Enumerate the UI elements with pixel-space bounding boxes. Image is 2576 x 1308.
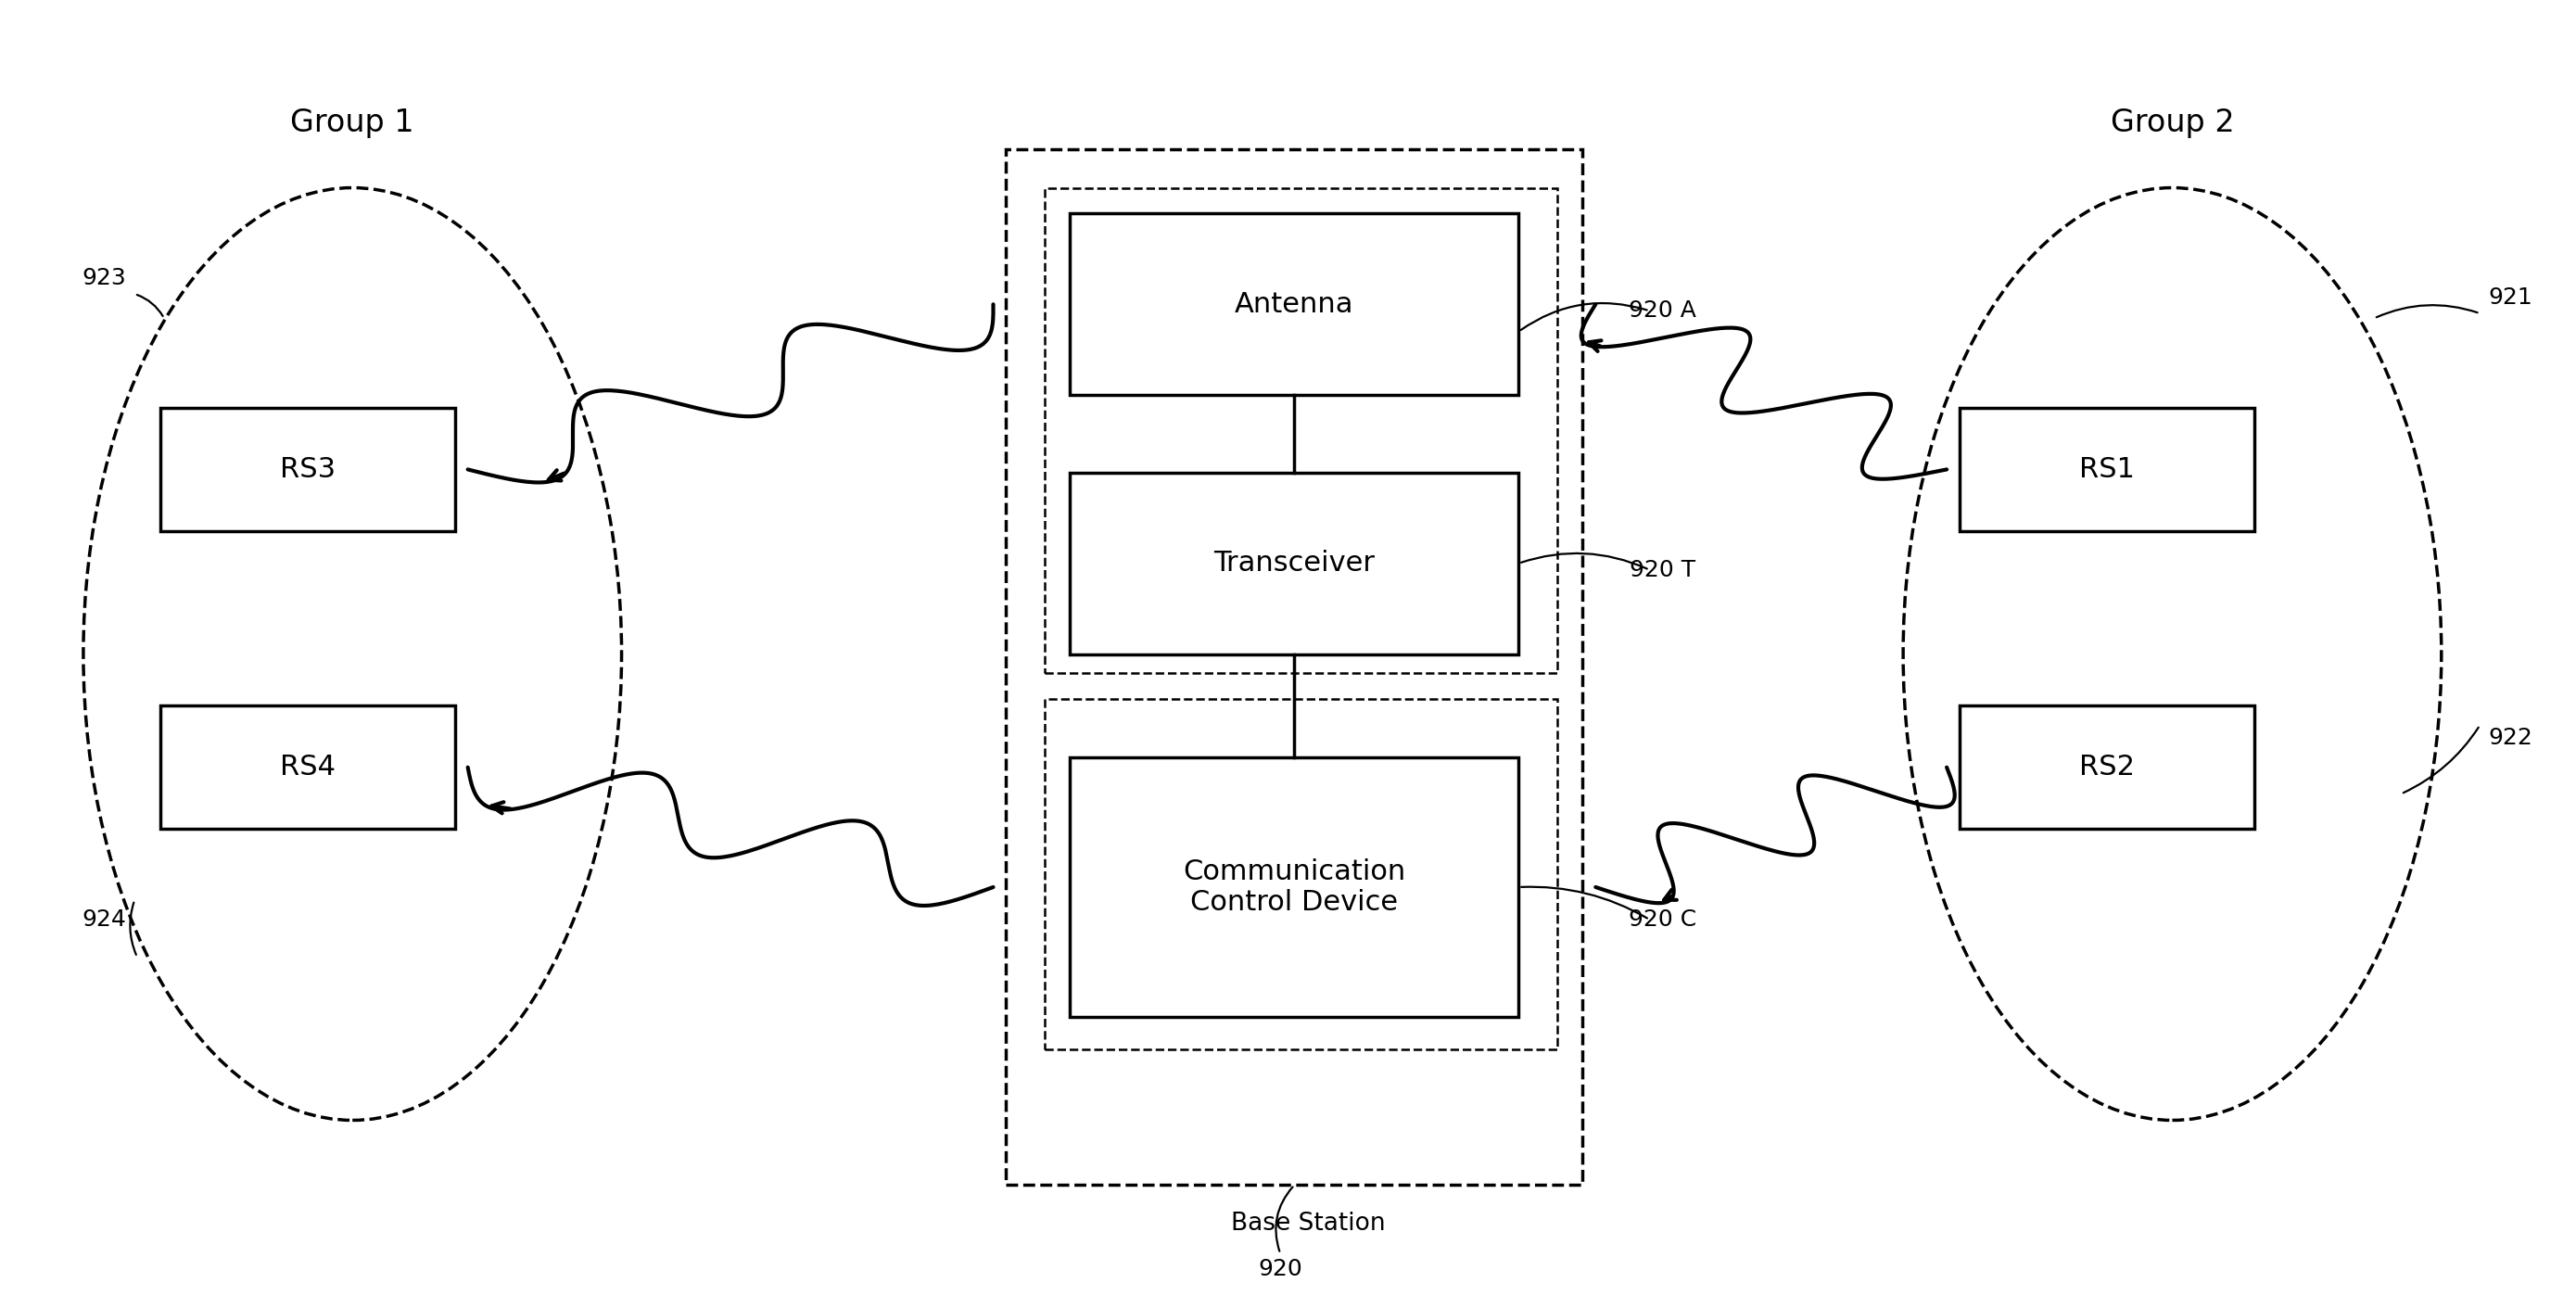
Text: 920 A: 920 A	[1628, 300, 1695, 322]
Text: Antenna: Antenna	[1234, 290, 1355, 318]
Bar	[160, 706, 456, 829]
Text: RS3: RS3	[281, 456, 335, 483]
Text: Group 1: Group 1	[291, 107, 415, 139]
Bar	[1069, 757, 1520, 1016]
Bar	[1043, 188, 1556, 674]
Text: Group 2: Group 2	[2110, 107, 2233, 139]
Text: 921: 921	[2488, 286, 2532, 309]
Text: RS2: RS2	[2079, 753, 2136, 781]
Text: 920 T: 920 T	[1628, 559, 1695, 581]
Bar	[1043, 700, 1556, 1049]
Text: Communication
Control Device: Communication Control Device	[1182, 858, 1406, 916]
Bar	[1069, 213, 1520, 395]
Text: 920: 920	[1257, 1258, 1303, 1281]
Bar	[1007, 149, 1582, 1185]
Text: Transceiver: Transceiver	[1213, 549, 1376, 577]
Bar	[1960, 706, 2254, 829]
Bar	[160, 408, 456, 531]
Text: 924: 924	[82, 908, 126, 930]
Text: 920 C: 920 C	[1628, 908, 1695, 930]
Text: 923: 923	[82, 267, 126, 289]
Bar	[1069, 472, 1520, 654]
Text: 922: 922	[2488, 727, 2532, 749]
Text: Base Station: Base Station	[1231, 1211, 1386, 1236]
Text: RS1: RS1	[2079, 456, 2136, 483]
Bar	[1960, 408, 2254, 531]
Text: RS4: RS4	[281, 753, 335, 781]
